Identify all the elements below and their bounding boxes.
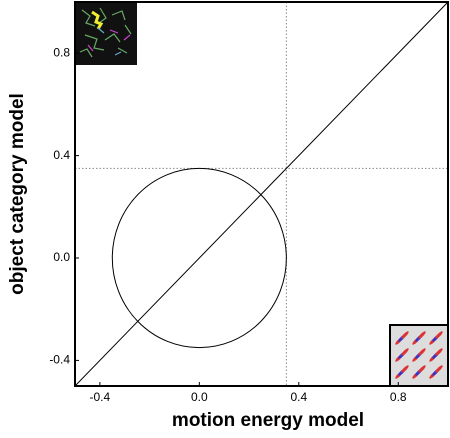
y-tick-label: 0.8: [53, 45, 70, 59]
y-axis-label: object category model: [7, 93, 28, 295]
y-tick-label: 0.4: [53, 148, 70, 162]
x-tick-label: -0.4: [90, 390, 111, 404]
x-tick-label: 0.0: [191, 390, 208, 404]
line: [74, 1, 449, 387]
y-tick-label: 0.0: [53, 250, 70, 264]
x-tick-label: 0.8: [390, 390, 407, 404]
circle: [111, 167, 287, 349]
x-tick-label: 0.4: [290, 390, 307, 404]
x-axis-label: motion energy model: [172, 410, 364, 431]
plot-frame: [74, 1, 449, 387]
y-tick-label: -0.4: [49, 353, 70, 367]
inset-images: [75, 2, 449, 387]
